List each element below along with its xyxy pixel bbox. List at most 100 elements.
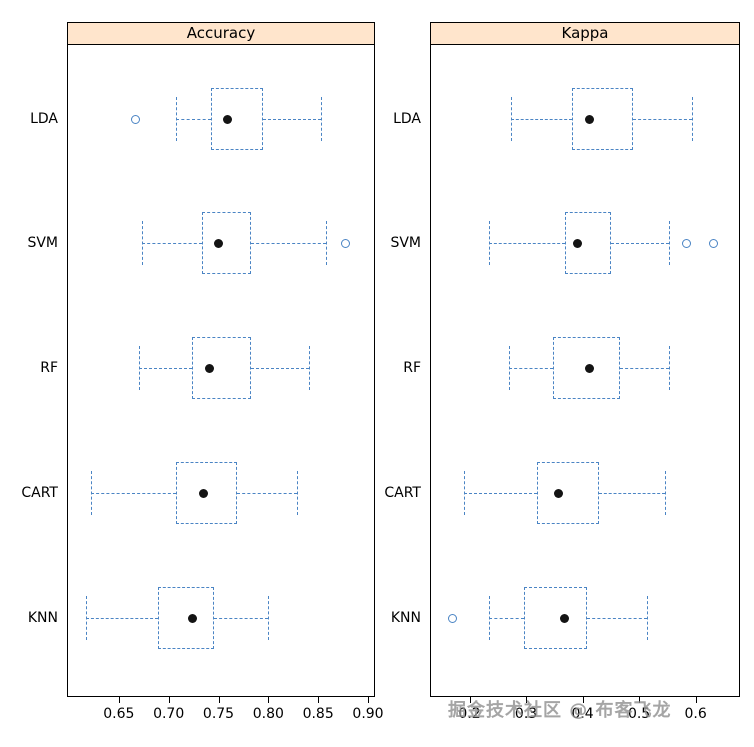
- whisker-line: [251, 368, 310, 369]
- x-axis-tick: [368, 697, 370, 703]
- whisker-line: [508, 368, 554, 369]
- whisker-cap: [309, 346, 311, 390]
- whisker-cap: [85, 596, 87, 640]
- watermark: 掘金技术社区 @ 布客飞龙: [448, 700, 672, 721]
- whisker-cap: [297, 471, 299, 515]
- x-axis-tick: [218, 697, 220, 703]
- x-axis-tick: [526, 697, 528, 703]
- x-axis-kappa: 0.2 0.3 0.4 0.5 0.6: [430, 697, 740, 731]
- whisker-line: [263, 119, 322, 120]
- whisker-cap: [668, 346, 670, 390]
- plot-area-kappa: [430, 45, 740, 697]
- whisker-cap: [141, 221, 143, 265]
- outlier-point: [709, 238, 719, 248]
- whisker-line: [175, 119, 211, 120]
- y-axis-labels-kappa: LDA SVM RF CART KNN: [372, 45, 430, 697]
- whisker-line: [464, 493, 538, 494]
- whisker-line: [511, 119, 572, 120]
- y-axis-label: SVM: [27, 235, 58, 251]
- x-axis-tick-label: 0.85: [302, 706, 334, 722]
- x-axis-tick: [268, 697, 270, 703]
- panel-kappa: Kappa 0.2 0.3 0.4 0.5 0.6: [430, 22, 740, 731]
- whisker-cap: [508, 346, 510, 390]
- median-dot: [222, 114, 232, 124]
- outlier-point: [131, 114, 141, 124]
- x-axis-tick: [469, 697, 471, 703]
- x-axis-tick: [318, 697, 320, 703]
- whisker-line: [141, 243, 202, 244]
- y-axis-label: SVM: [390, 235, 421, 251]
- whisker-line: [85, 618, 158, 619]
- iqr-box: [523, 587, 587, 649]
- iqr-box: [537, 462, 599, 524]
- y-axis-label: RF: [40, 360, 58, 376]
- whisker-line: [213, 618, 269, 619]
- strip-kappa: Kappa: [430, 22, 740, 45]
- whisker-cap: [326, 221, 328, 265]
- x-axis-tick: [582, 697, 584, 703]
- y-axis-label: RF: [403, 360, 421, 376]
- iqr-box: [191, 337, 252, 399]
- x-axis-tick-label: 0.2: [458, 706, 481, 722]
- y-axis-label: KNN: [27, 610, 58, 626]
- x-axis-accuracy: 0.65 0.70 0.75 0.80 0.85 0.90: [67, 697, 384, 731]
- x-axis-tick-label: 0.3: [514, 706, 538, 722]
- whisker-line: [620, 368, 669, 369]
- iqr-box: [571, 88, 633, 150]
- outlier-point: [340, 238, 350, 248]
- x-axis-tick: [168, 697, 170, 703]
- whisker-cap: [321, 97, 323, 141]
- x-axis-tick: [639, 697, 641, 703]
- whisker-line: [586, 618, 648, 619]
- iqr-box: [210, 88, 264, 150]
- median-dot: [199, 488, 209, 498]
- x-axis-tick-label: 0.6: [684, 706, 707, 722]
- whisker-line: [237, 493, 298, 494]
- iqr-box: [201, 212, 252, 274]
- x-axis-tick-label: 0.75: [202, 706, 235, 722]
- whisker-cap: [511, 97, 513, 141]
- whisker-cap: [668, 221, 670, 265]
- median-dot: [205, 363, 215, 373]
- x-axis-tick-label: 0.5: [627, 706, 651, 722]
- median-dot: [553, 488, 563, 498]
- whisker-cap: [664, 471, 666, 515]
- y-axis-label: LDA: [393, 111, 421, 127]
- whisker-line: [632, 119, 692, 120]
- x-axis-tick: [118, 697, 120, 703]
- x-axis-tick-label: 0.90: [352, 706, 384, 722]
- median-dot: [584, 114, 594, 124]
- whisker-line: [598, 493, 665, 494]
- outlier-point: [447, 613, 457, 623]
- outlier-point: [681, 238, 691, 248]
- x-axis-tick-label: 0.70: [153, 706, 185, 722]
- panel-title-kappa: Kappa: [561, 24, 609, 42]
- whisker-cap: [268, 596, 270, 640]
- whisker-line: [611, 243, 669, 244]
- x-axis-tick-label: 0.4: [571, 706, 594, 722]
- median-dot: [560, 613, 570, 623]
- panel-title-accuracy: Accuracy: [186, 24, 256, 42]
- y-axis-label: LDA: [30, 111, 58, 127]
- whisker-line: [251, 243, 327, 244]
- whisker-cap: [138, 346, 140, 390]
- iqr-box: [157, 587, 214, 649]
- whisker-cap: [488, 596, 490, 640]
- median-dot: [572, 238, 582, 248]
- whisker-cap: [691, 97, 693, 141]
- y-axis-labels-accuracy: LDA SVM RF CART KNN: [9, 45, 67, 697]
- iqr-box: [175, 462, 238, 524]
- y-axis-label: CART: [384, 485, 421, 501]
- whisker-line: [488, 243, 565, 244]
- whisker-cap: [90, 471, 92, 515]
- median-dot: [584, 363, 594, 373]
- whisker-cap: [488, 221, 490, 265]
- iqr-box: [564, 212, 612, 274]
- x-axis-tick-label: 0.65: [103, 706, 135, 722]
- panel-accuracy: Accuracy 0.65 0.70 0.75 0.80 0.85 0.90: [67, 22, 384, 731]
- whisker-line: [90, 493, 176, 494]
- median-dot: [188, 613, 198, 623]
- y-axis-label: KNN: [390, 610, 421, 626]
- x-axis-tick-label: 0.80: [252, 706, 284, 722]
